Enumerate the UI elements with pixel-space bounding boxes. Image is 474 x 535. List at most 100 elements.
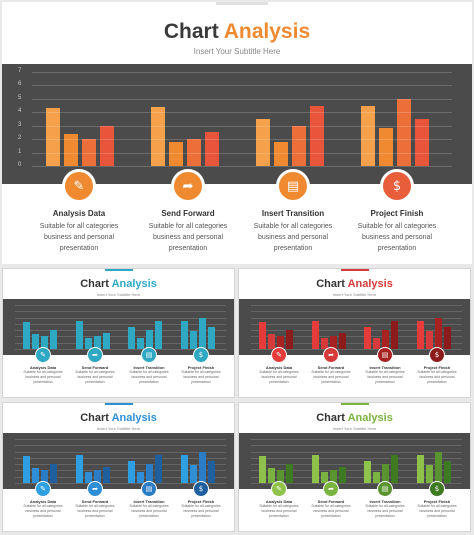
feature-item: $ Project Finish Suitable for all categori…	[409, 347, 465, 385]
chart-bar	[100, 125, 114, 166]
slide-subtitle: Insert Your Subtitle Here	[332, 292, 377, 297]
feature-title: Analysis Data	[29, 365, 57, 370]
chart-bar	[155, 320, 162, 349]
y-tick-label: 1	[18, 148, 22, 155]
feature-description: Suitable for all categories business and…	[75, 504, 115, 518]
feature-item: ✎ Analysis Data Suitable for all categorie…	[251, 347, 307, 385]
feature-item: ▤ Insert Transition Suitable for all categ…	[238, 169, 348, 254]
feature-description: Suitable for all categories business and…	[148, 223, 228, 252]
chart-bar	[443, 327, 451, 349]
top-accent-bar	[216, 2, 268, 5]
chart-plot-area	[253, 305, 463, 349]
top-accent-bar	[105, 403, 133, 405]
main-slide[interactable]: Chart Analysis Insert Your Subtitle Here…	[2, 2, 472, 264]
feature-title: Analysis Data	[29, 499, 57, 504]
chart-bar	[189, 331, 197, 349]
chart-bar	[169, 141, 183, 166]
feature-description: Suitable for all categories business and…	[23, 370, 63, 384]
title-word-1: Chart	[316, 278, 348, 290]
chart-bar	[277, 336, 284, 349]
money-bag-icon: $	[193, 481, 209, 497]
feature-item: $ Project Finish Suitable for all categori…	[173, 481, 229, 519]
y-tick-label: 6	[18, 81, 22, 88]
chart-bar	[425, 331, 433, 349]
y-tick-label: 2	[18, 135, 22, 142]
title-word-2: Analysis	[347, 278, 393, 290]
slide-title: Chart Analysis	[3, 412, 234, 424]
chart-bar	[137, 337, 144, 349]
gridline	[251, 483, 462, 484]
chart-bar	[82, 139, 96, 166]
chart-bar	[198, 451, 206, 483]
chart-bar	[256, 119, 270, 166]
feature-title: Project Finish	[370, 209, 424, 218]
chart-bar	[151, 106, 165, 166]
chart-plot-area	[253, 439, 463, 483]
thumbnail-blue[interactable]: Chart Analysis Insert Your Subtitle Here ✎…	[2, 402, 235, 532]
gridline	[251, 342, 462, 344]
feature-title: Send Forward	[81, 365, 109, 370]
money-bag-icon: $	[429, 481, 445, 497]
bar-chart	[239, 433, 470, 489]
chart-bar	[102, 333, 110, 349]
gridline	[15, 451, 226, 453]
chart-bar	[41, 470, 48, 483]
top-accent-bar	[341, 403, 369, 405]
chart-bar	[259, 321, 266, 349]
chart-bar	[102, 467, 110, 483]
chart-bar	[310, 105, 324, 166]
chart-bar	[93, 336, 101, 349]
chart-bar	[274, 141, 288, 166]
gridline	[15, 305, 226, 306]
pencil-note-icon: ✎	[271, 481, 287, 497]
feature-item: $ Project Finish Suitable for all categori…	[342, 169, 452, 254]
gridline	[15, 336, 226, 338]
gridline	[15, 476, 226, 478]
thumbnail-green[interactable]: Chart Analysis Insert Your Subtitle Here ✎…	[238, 402, 471, 532]
feature-title: Project Finish	[187, 365, 215, 370]
chart-bar	[364, 327, 371, 349]
feature-item: ▤ Insert Transition Suitable for all categ…	[121, 481, 177, 519]
feature-item: $ Project Finish Suitable for all categori…	[173, 347, 229, 385]
gridline	[251, 451, 462, 453]
feature-item: ➦ Send Forward Suitable for all categories…	[67, 481, 123, 519]
chart-bar	[207, 461, 215, 483]
chart-bar	[382, 464, 389, 483]
bar-chart	[239, 299, 470, 355]
chart-bar	[146, 330, 153, 349]
slide-title: Chart Analysis	[239, 278, 470, 290]
y-tick-label: 0	[18, 162, 22, 168]
chart-bar	[41, 336, 48, 349]
title-word-2: Analysis	[111, 412, 157, 424]
share-arrow-icon: ➦	[87, 481, 103, 497]
chart-bar	[180, 320, 188, 349]
chart-bar	[320, 337, 328, 349]
thumbnail-teal[interactable]: Chart Analysis Insert Your Subtitle Here ✎…	[2, 268, 235, 398]
share-arrow-icon: ➦	[323, 347, 339, 363]
gridline	[251, 349, 462, 350]
feature-description: Suitable for all categories business and…	[417, 370, 457, 384]
thumbnail-red[interactable]: Chart Analysis Insert Your Subtitle Here ✎…	[238, 268, 471, 398]
bar-chart	[3, 433, 234, 489]
feature-title: Insert Transition	[369, 365, 401, 370]
feature-title: Send Forward	[81, 499, 109, 504]
gridline	[15, 323, 226, 325]
feature-title: Project Finish	[187, 499, 215, 504]
feature-title: Project Finish	[423, 499, 451, 504]
chart-bar	[268, 333, 275, 349]
gridline	[15, 483, 226, 484]
chart-bar	[311, 321, 319, 349]
chart-bar	[128, 461, 135, 483]
chart-bar	[415, 119, 429, 166]
chart-bar	[364, 461, 371, 483]
y-tick-label: 4	[18, 108, 22, 115]
feature-description: Suitable for all categories business and…	[365, 370, 405, 384]
gridline	[251, 323, 462, 325]
gridline	[251, 317, 462, 319]
chart-bar	[286, 464, 293, 483]
title-word-2: Analysis	[347, 412, 393, 424]
chart-bar	[292, 125, 306, 166]
gridline	[251, 311, 462, 313]
chart-bar	[329, 336, 337, 349]
